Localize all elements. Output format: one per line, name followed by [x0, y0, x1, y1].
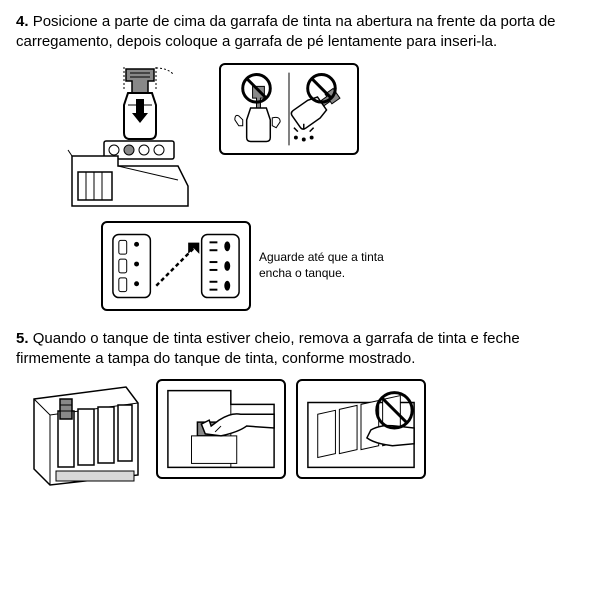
step5-press-panel	[156, 379, 286, 479]
step5-illustrations	[26, 379, 584, 489]
step4-number: 4.	[16, 13, 29, 30]
step5-number: 5.	[16, 330, 29, 347]
tank-level-panel	[101, 221, 251, 311]
tank-close-illustration	[26, 379, 146, 489]
step5-instruction: 5. Quando o tanque de tinta estiver chei…	[16, 329, 584, 370]
step4-text: Posicione a parte de cima da garrafa de …	[16, 13, 556, 50]
step4-illustrations: Aguarde até que a tinta encha o tanque.	[66, 63, 584, 311]
step4-instruction: 4. Posicione a parte de cima da garrafa …	[16, 12, 584, 53]
step4-prohibition-panel	[219, 63, 359, 155]
step5-text: Quando o tanque de tinta estiver cheio, …	[16, 330, 520, 367]
step5-prohibition-panel	[296, 379, 426, 479]
bottle-insert-illustration	[66, 63, 211, 213]
step4-note: Aguarde até que a tinta encha o tanque.	[259, 250, 389, 281]
